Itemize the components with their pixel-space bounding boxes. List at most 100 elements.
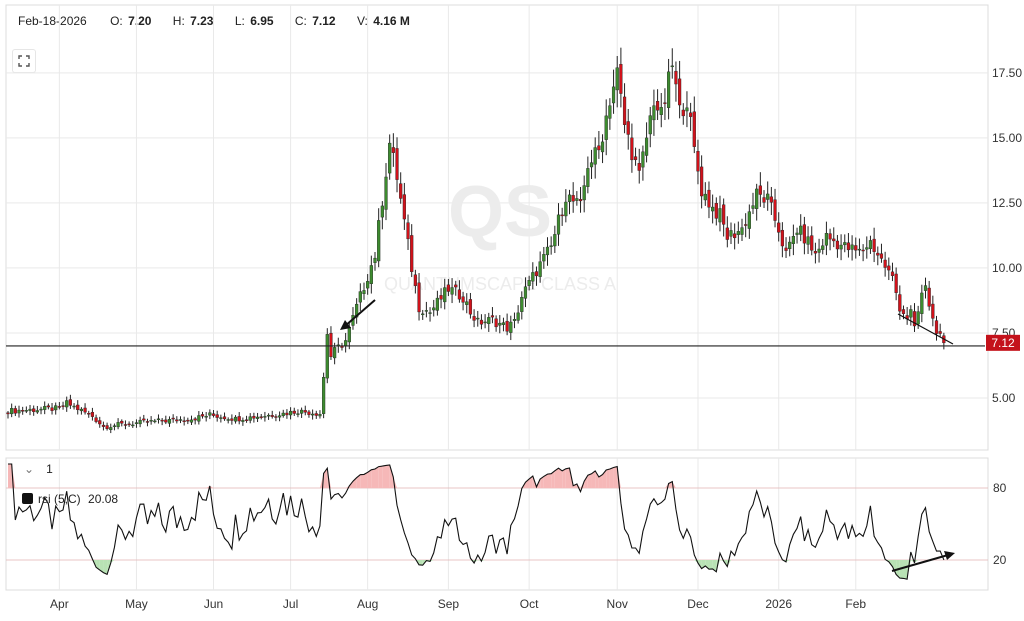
rsi-oversold-fill	[99, 560, 104, 573]
rsi-legend[interactable]: rsi (5,C) 20.08	[22, 492, 118, 506]
candle-down	[633, 156, 638, 161]
candle-up	[703, 193, 707, 201]
candle-up	[248, 416, 252, 421]
rsi-overbought-fill	[562, 468, 566, 488]
rsi-overbought-fill	[554, 468, 559, 488]
candle-up	[766, 193, 770, 200]
candle-up	[538, 261, 542, 277]
candles	[6, 47, 946, 434]
candle-down	[696, 151, 700, 172]
chevron-down-icon[interactable]: ⌄	[24, 462, 35, 476]
rsi-overbought-fill	[543, 474, 548, 488]
last-price-tag	[986, 334, 1020, 351]
volume-value: 4.16 M	[373, 14, 410, 28]
candle-up	[266, 414, 271, 417]
candle-up	[384, 176, 388, 210]
candle-up	[255, 416, 260, 419]
candle-up	[72, 405, 76, 408]
candle-up	[520, 297, 524, 312]
rsi-line[interactable]	[8, 463, 945, 580]
candle-down	[938, 331, 942, 334]
candle-down	[630, 137, 634, 161]
candle-down	[681, 109, 685, 117]
candle-down	[274, 416, 278, 418]
rsi-overbought-fill	[378, 466, 383, 488]
candle-up	[516, 312, 520, 321]
rsi-oversold-fill	[712, 560, 717, 572]
candle-up	[857, 248, 862, 251]
rsi-overbought-fill	[551, 470, 555, 488]
rsi-oversold-fill	[481, 560, 486, 562]
rsi-oversold-fill	[708, 560, 713, 570]
candle-down	[619, 64, 623, 94]
time-tick-label: Dec	[687, 597, 708, 611]
candle-down	[777, 222, 781, 233]
candle-up	[24, 410, 28, 412]
close-value: 7.12	[312, 14, 336, 28]
rsi-tick-label: 20	[993, 553, 1007, 567]
rsi-overbought-fill	[356, 474, 361, 488]
candle-up	[138, 419, 142, 425]
candle-up	[333, 347, 337, 359]
candle-down	[98, 420, 102, 425]
rsi-pane-header: ⌄ 1	[24, 462, 53, 476]
rsi-divergence-arrow[interactable]	[891, 554, 949, 572]
candle-up	[366, 281, 370, 289]
rsi-oversold-fill	[786, 560, 790, 562]
candle-up	[156, 418, 161, 421]
candle-down	[329, 332, 333, 358]
candle-down	[413, 274, 417, 286]
candle-up	[667, 71, 671, 108]
candle-down	[454, 284, 458, 288]
price-tick-label: 15.00	[992, 131, 1022, 145]
fullscreen-icon[interactable]	[12, 49, 36, 73]
candle-down	[46, 405, 50, 408]
watermark-name: QUANTUMSCAPE CLASS A	[384, 274, 616, 294]
candle-down	[861, 249, 865, 252]
candle-down	[762, 197, 766, 203]
candle-up	[281, 412, 285, 416]
candle-down	[931, 303, 935, 319]
candle-down	[68, 399, 72, 406]
candle-up	[112, 425, 117, 427]
candle-down	[410, 235, 414, 272]
price-trendline[interactable]	[897, 313, 954, 345]
rsi-pane-frame	[5, 457, 989, 591]
candle-up	[644, 137, 649, 156]
rsi-color-swatch	[22, 493, 33, 504]
candle-up	[556, 214, 561, 235]
rsi-overbought-fill	[382, 465, 387, 488]
candle-down	[285, 412, 289, 416]
candle-up	[226, 419, 230, 421]
candle-down	[534, 271, 539, 277]
candle-up	[821, 245, 825, 250]
candle-up	[197, 415, 201, 422]
candle-up	[545, 246, 550, 256]
candle-up	[604, 115, 608, 140]
rsi-overbought-fill	[360, 474, 364, 488]
candle-down	[655, 101, 660, 111]
candle-down	[883, 259, 887, 268]
candle-down	[773, 199, 777, 221]
rsi-overbought-fill	[587, 473, 592, 488]
time-tick-label: Oct	[520, 597, 539, 611]
annotation-arrow[interactable]	[344, 299, 376, 327]
candle-down	[714, 203, 718, 219]
candle-up	[575, 198, 579, 201]
price-tick-label: 17.50	[992, 66, 1022, 80]
candle-up	[788, 241, 792, 250]
candle-up	[685, 107, 689, 112]
rsi-overbought-fill	[8, 464, 12, 488]
rsi-oversold-fill	[903, 560, 908, 580]
candle-up	[564, 201, 568, 217]
candle-up	[567, 194, 572, 202]
candle-down	[123, 424, 128, 426]
candle-up	[659, 107, 663, 115]
rsi-overbought-fill	[595, 470, 599, 488]
candle-up	[208, 412, 212, 416]
rsi-overbought-fill	[540, 476, 544, 488]
candle-up	[358, 291, 362, 303]
candle-up	[740, 227, 744, 235]
rsi-oversold-fill	[914, 560, 919, 563]
